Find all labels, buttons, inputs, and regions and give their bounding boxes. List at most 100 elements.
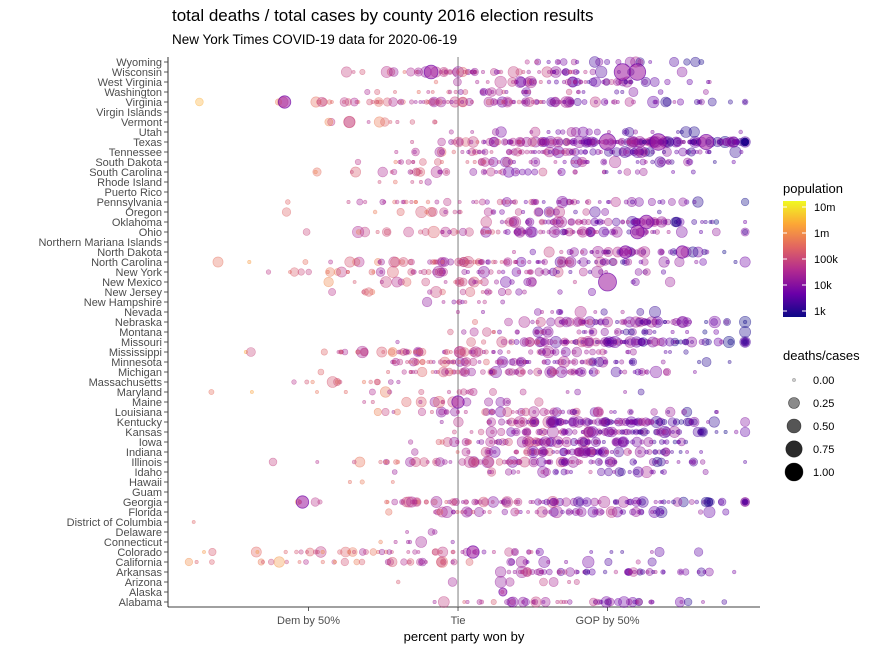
county-point <box>567 599 573 605</box>
county-point <box>555 138 563 146</box>
county-point <box>688 499 695 505</box>
county-point <box>471 318 478 325</box>
county-point <box>536 348 543 355</box>
county-point <box>554 99 559 105</box>
county-point <box>623 130 628 135</box>
county-point <box>677 316 689 328</box>
county-point <box>404 199 409 205</box>
county-point <box>680 126 692 138</box>
county-point <box>568 416 580 428</box>
county-point <box>446 89 451 95</box>
county-point <box>387 347 398 357</box>
county-point <box>421 228 430 236</box>
county-point <box>395 120 400 125</box>
county-point <box>528 150 533 154</box>
county-point <box>387 379 394 385</box>
color-legend-label: 1k <box>814 306 826 318</box>
county-point <box>545 416 558 428</box>
county-point <box>514 259 519 264</box>
county-point <box>574 159 579 165</box>
y-tick-label: North Dakota <box>97 247 163 259</box>
county-point <box>592 360 596 364</box>
county-point <box>452 66 465 78</box>
county-point <box>368 268 376 276</box>
county-point <box>514 429 519 435</box>
county-point <box>615 139 621 145</box>
county-point <box>573 338 580 346</box>
county-point <box>551 498 558 506</box>
county-point <box>690 340 694 344</box>
county-point <box>368 379 373 385</box>
county-point <box>601 208 609 216</box>
county-point <box>553 160 558 164</box>
county-point <box>400 199 405 205</box>
county-point <box>529 78 537 86</box>
county-point <box>521 210 526 215</box>
county-point <box>362 400 367 404</box>
county-point <box>566 127 577 137</box>
county-point <box>704 567 714 577</box>
county-point <box>370 399 375 404</box>
county-point <box>722 335 735 348</box>
county-point <box>380 276 392 288</box>
county-point <box>652 456 663 468</box>
county-point <box>485 80 490 84</box>
county-point <box>576 367 587 377</box>
county-point <box>353 558 360 566</box>
county-point <box>411 167 421 177</box>
color-legend-label: 10m <box>814 202 835 214</box>
county-point <box>589 330 594 334</box>
county-point <box>683 58 691 66</box>
county-point <box>457 279 464 285</box>
county-point <box>387 389 393 395</box>
county-point <box>374 89 381 96</box>
county-point <box>315 460 320 464</box>
county-point <box>480 309 485 314</box>
county-point <box>461 268 468 275</box>
county-point <box>347 479 352 484</box>
county-point <box>489 68 498 76</box>
county-point <box>378 459 383 465</box>
county-point <box>580 250 585 254</box>
county-point <box>634 249 640 255</box>
county-point <box>559 249 564 255</box>
y-tick-label: New Hampshire <box>84 297 162 309</box>
county-point <box>655 460 660 464</box>
county-point <box>429 396 440 408</box>
county-point <box>304 379 310 385</box>
county-point <box>532 149 538 155</box>
county-point <box>567 456 579 468</box>
county-point <box>546 79 552 85</box>
county-point <box>589 448 596 455</box>
county-point <box>356 198 364 206</box>
county-point <box>401 369 407 375</box>
y-tick-label: Maryland <box>117 387 162 399</box>
county-point <box>514 208 523 216</box>
county-point <box>366 98 373 106</box>
county-point <box>506 149 512 155</box>
county-point <box>609 550 614 554</box>
county-point <box>440 399 446 405</box>
county-point <box>564 428 573 436</box>
county-point <box>515 288 523 296</box>
county-point <box>468 259 473 264</box>
county-point-highlight <box>295 495 310 509</box>
county-point <box>414 70 419 74</box>
county-point <box>630 199 635 205</box>
county-point <box>407 268 415 276</box>
county-point <box>440 230 445 235</box>
y-tick-label: New Jersey <box>105 287 163 299</box>
county-point <box>468 139 474 145</box>
county-point <box>607 130 611 134</box>
county-point <box>606 200 610 204</box>
county-point <box>380 66 393 78</box>
county-point <box>629 508 636 516</box>
county-point <box>622 428 629 435</box>
county-point <box>349 97 359 107</box>
county-point <box>612 470 617 474</box>
county-point <box>579 228 587 236</box>
county-point <box>364 287 374 297</box>
county-point <box>684 597 693 607</box>
county-point <box>489 150 494 154</box>
county-point <box>617 467 626 477</box>
